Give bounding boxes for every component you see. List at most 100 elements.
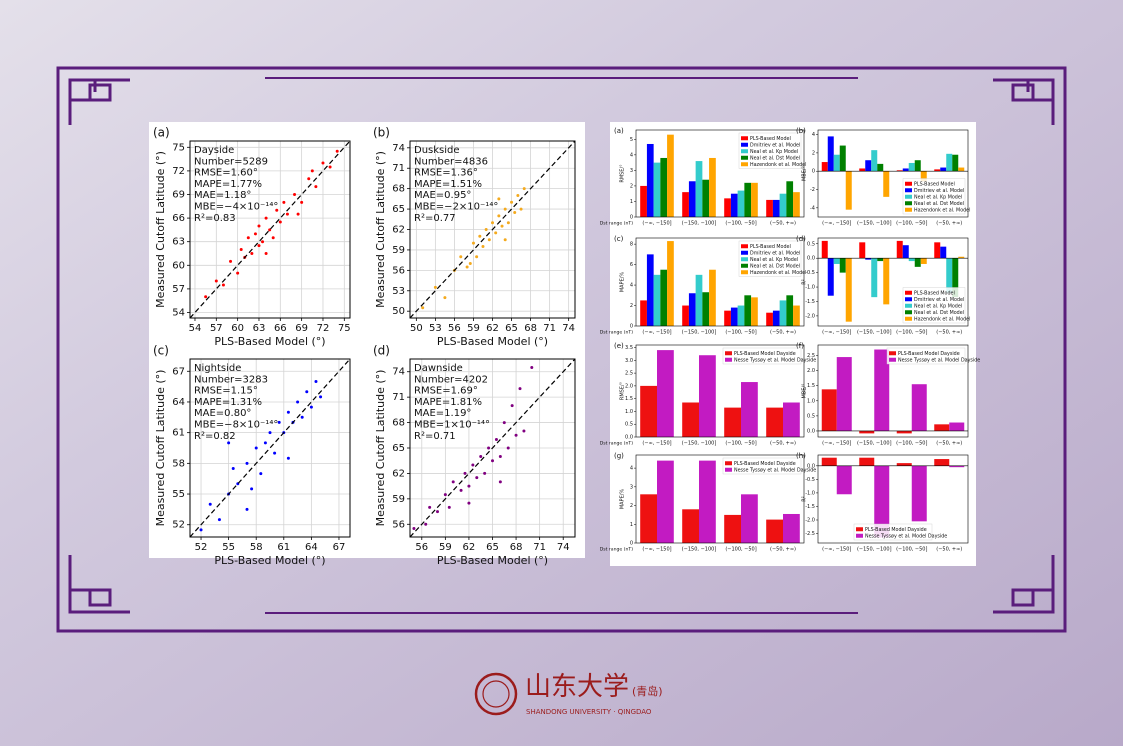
bar — [702, 292, 710, 326]
point — [500, 224, 504, 228]
y-tick-label: 0.5 — [625, 422, 633, 428]
panel-label: (a) — [614, 127, 624, 135]
point — [467, 501, 471, 505]
point — [296, 212, 300, 216]
bar — [940, 246, 947, 259]
point — [479, 454, 483, 458]
bar — [741, 494, 758, 543]
bar — [833, 154, 840, 172]
legend-label: Neal et al. Kp Model — [750, 257, 798, 263]
x-tick-label: 66 — [274, 323, 287, 334]
bar — [896, 463, 912, 466]
bar — [657, 350, 674, 437]
bar — [896, 240, 903, 259]
point — [199, 528, 203, 532]
legend-box — [722, 347, 802, 365]
point — [271, 236, 275, 240]
point — [319, 395, 323, 399]
point — [436, 510, 439, 514]
stats-annotation: MAE=1.18° — [194, 190, 251, 201]
point — [309, 405, 313, 409]
legend-label: Neal et al. Dst Model — [914, 310, 964, 316]
x-tick-label: (−100, −50] — [725, 441, 756, 447]
point — [261, 240, 265, 244]
bar — [896, 170, 903, 172]
bar — [821, 389, 837, 431]
x-axis-label: PLS-Based Model (°) — [214, 554, 325, 567]
point — [257, 224, 261, 228]
point — [494, 231, 498, 235]
y-tick-label: 0.0 — [807, 256, 815, 262]
point — [257, 244, 261, 248]
bar — [920, 258, 927, 264]
y-tick-label: 1 — [630, 522, 633, 528]
x-tick-label: 59 — [439, 542, 452, 553]
bar — [911, 384, 927, 431]
x-tick-label: 65 — [486, 542, 499, 553]
bar — [859, 430, 875, 434]
bar — [660, 269, 668, 326]
legend-label: PLS-Based Model Dayside — [898, 351, 960, 357]
x-tick-label: (−∞, −150] — [822, 441, 851, 447]
bar — [640, 300, 647, 326]
y-tick-label: 0.5 — [807, 241, 815, 247]
bar — [737, 190, 745, 217]
point — [522, 187, 526, 191]
bar — [783, 513, 800, 543]
legend-label: Hazendonk et al. Model — [914, 207, 970, 213]
legend-label: Nesse Tyssøy et al. Model Dayside — [898, 357, 980, 363]
bar — [724, 198, 731, 217]
point — [286, 456, 290, 460]
point — [314, 185, 318, 189]
panel-label: (b) — [796, 127, 806, 135]
x-tick-label: (−50, +∞) — [936, 547, 962, 553]
point — [498, 454, 502, 458]
y-tick-label: 68 — [392, 418, 405, 429]
bar — [766, 199, 773, 217]
y-tick-label: 1 — [630, 199, 633, 205]
legend-label: PLS-Based Model Dayside — [734, 461, 796, 467]
logo-seal — [474, 672, 518, 716]
bar — [744, 182, 752, 217]
legend-label: PLS-Based Model — [750, 136, 791, 142]
legend-swatch — [905, 188, 912, 193]
stats-annotation: Number=4202 — [414, 374, 488, 385]
bar — [709, 157, 716, 217]
x-tick-label: (−100, −50] — [896, 221, 927, 227]
bar — [934, 459, 950, 466]
legend-swatch — [905, 194, 912, 199]
bar — [940, 167, 947, 172]
x-tick-label: 60 — [231, 323, 244, 334]
x-tick-label: 56 — [448, 323, 461, 334]
stats-annotation: MAPE=1.81% — [414, 397, 482, 408]
point — [503, 207, 507, 211]
bar — [730, 193, 738, 217]
logo-seal — [482, 680, 510, 708]
bar — [883, 171, 890, 197]
bar — [646, 143, 654, 217]
stats-annotation: RMSE=1.15° — [194, 386, 258, 397]
legend-swatch — [741, 263, 748, 268]
legend-box — [902, 287, 966, 324]
x-tick-label: (−150, −100] — [682, 330, 717, 336]
y-tick-label: 0.0 — [625, 435, 633, 441]
bar — [821, 162, 828, 172]
y-tick-label: 58 — [172, 458, 185, 469]
point — [465, 265, 469, 269]
y-tick-label: 5 — [630, 137, 633, 143]
point — [305, 390, 309, 394]
bar — [836, 465, 852, 495]
point — [245, 461, 249, 465]
point — [518, 387, 522, 391]
frame — [56, 66, 1067, 633]
point — [208, 502, 212, 506]
bar — [724, 514, 741, 543]
x-tick-label: (−50, +∞) — [936, 221, 962, 227]
y-axis-label: Measured Cutoff Latitude (°) — [374, 151, 387, 308]
bar — [859, 168, 866, 172]
bar — [914, 258, 921, 267]
bar — [779, 300, 787, 326]
axes-frame — [817, 344, 969, 438]
panel-label: (c) — [153, 344, 169, 358]
bar — [766, 312, 773, 326]
